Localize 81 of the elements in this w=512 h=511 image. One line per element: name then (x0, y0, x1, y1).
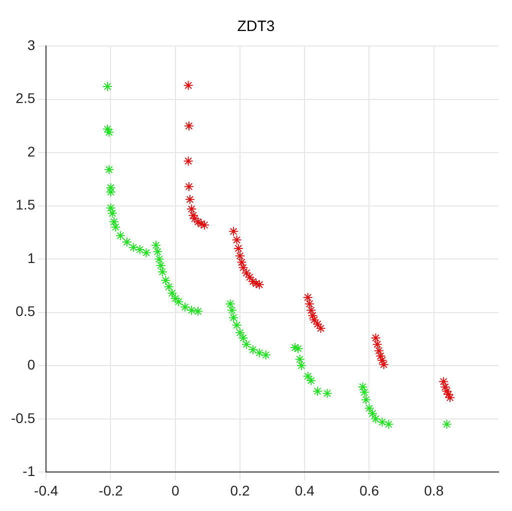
point (248, 344, 258, 355)
point (192, 216, 203, 227)
y-tick-label: -0.5 (11, 410, 36, 426)
point (122, 237, 132, 248)
point (322, 388, 332, 398)
x-tick-label: 0.6 (360, 482, 380, 498)
y-tick-label: 1.5 (16, 196, 36, 213)
point (225, 298, 236, 309)
point (293, 344, 304, 354)
point (445, 392, 456, 403)
y-tick-label: 0 (27, 356, 36, 373)
point (141, 248, 152, 258)
point (361, 394, 372, 405)
point (302, 292, 313, 302)
y-tick-label: 2.5 (16, 90, 36, 106)
point (102, 124, 113, 134)
point (228, 226, 239, 236)
x-tick-label: 0 (171, 482, 180, 498)
point (150, 240, 161, 250)
x-tick-label: 0.4 (294, 482, 315, 498)
point (106, 182, 116, 193)
point (196, 218, 206, 229)
point (104, 164, 114, 175)
point (442, 419, 452, 430)
point (312, 386, 323, 396)
point (290, 342, 300, 353)
point (174, 296, 184, 307)
point (254, 280, 264, 290)
x-tick-label: -0.4 (34, 482, 58, 498)
point (226, 305, 237, 316)
x-tick-label: -0.2 (98, 482, 124, 498)
point (183, 80, 194, 90)
point (154, 254, 164, 264)
point (254, 348, 264, 358)
y-tick-label: 0.5 (16, 303, 36, 320)
point (188, 210, 198, 220)
point (199, 220, 210, 230)
point (115, 230, 126, 241)
point (384, 419, 394, 430)
point (104, 127, 114, 138)
point (316, 323, 326, 334)
point (186, 204, 197, 214)
point (296, 360, 306, 371)
y-tick-label: 2 (27, 143, 36, 160)
point (190, 214, 200, 224)
point (251, 278, 262, 289)
point (152, 246, 163, 257)
point (160, 275, 171, 286)
point (372, 339, 382, 350)
point (180, 302, 190, 312)
point (304, 298, 314, 309)
point (157, 266, 168, 277)
point (443, 389, 454, 400)
point (184, 120, 194, 131)
chart-title: ZDT3 (237, 18, 275, 36)
point (164, 282, 174, 292)
y-tick-label: 1 (27, 250, 36, 266)
y-tick-label: 3 (27, 36, 36, 53)
point (235, 250, 245, 261)
point (186, 305, 197, 316)
point (260, 350, 271, 360)
point (228, 312, 239, 323)
point (232, 234, 242, 245)
point (128, 242, 138, 252)
x-tick-label: 0.2 (230, 482, 250, 498)
point (294, 354, 305, 364)
point (377, 417, 388, 428)
point (184, 182, 194, 192)
point (102, 81, 113, 92)
point (184, 194, 195, 204)
point (134, 244, 145, 255)
point (248, 276, 258, 286)
y-tick-label: -1 (22, 463, 36, 480)
point (156, 260, 166, 270)
x-tick-label: 0.8 (424, 482, 444, 498)
point (233, 243, 244, 254)
point (241, 339, 252, 350)
point (370, 332, 381, 343)
point (192, 306, 203, 316)
point (232, 320, 242, 330)
point (183, 156, 194, 166)
